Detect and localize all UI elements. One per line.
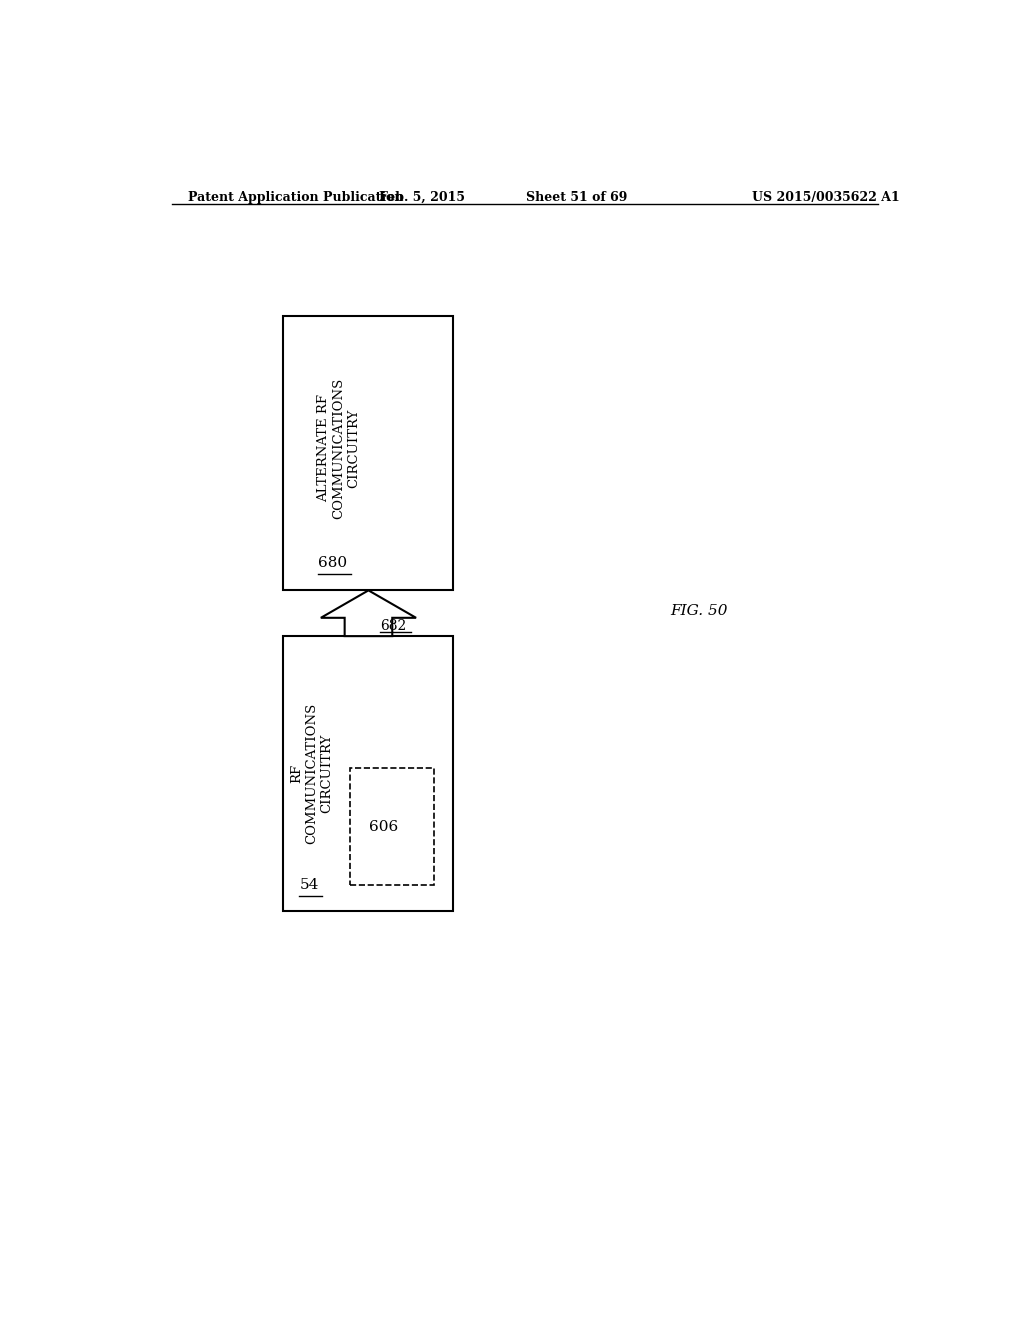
Text: 606: 606 bbox=[369, 820, 398, 834]
Text: RF
COMMUNICATIONS
CIRCUITRY: RF COMMUNICATIONS CIRCUITRY bbox=[291, 702, 334, 843]
Text: 682: 682 bbox=[380, 619, 407, 634]
Text: 680: 680 bbox=[318, 556, 347, 570]
Bar bbox=[350, 768, 433, 886]
Text: 54: 54 bbox=[299, 878, 318, 892]
Text: Patent Application Publication: Patent Application Publication bbox=[187, 190, 403, 203]
Text: ALTERNATE RF
COMMUNICATIONS
CIRCUITRY: ALTERNATE RF COMMUNICATIONS CIRCUITRY bbox=[316, 378, 359, 519]
Bar bbox=[283, 636, 454, 911]
Text: Sheet 51 of 69: Sheet 51 of 69 bbox=[525, 190, 627, 203]
Text: Feb. 5, 2015: Feb. 5, 2015 bbox=[379, 190, 465, 203]
Polygon shape bbox=[321, 590, 416, 636]
Text: US 2015/0035622 A1: US 2015/0035622 A1 bbox=[753, 190, 900, 203]
Text: FIG. 50: FIG. 50 bbox=[671, 603, 728, 618]
Bar bbox=[283, 315, 454, 590]
